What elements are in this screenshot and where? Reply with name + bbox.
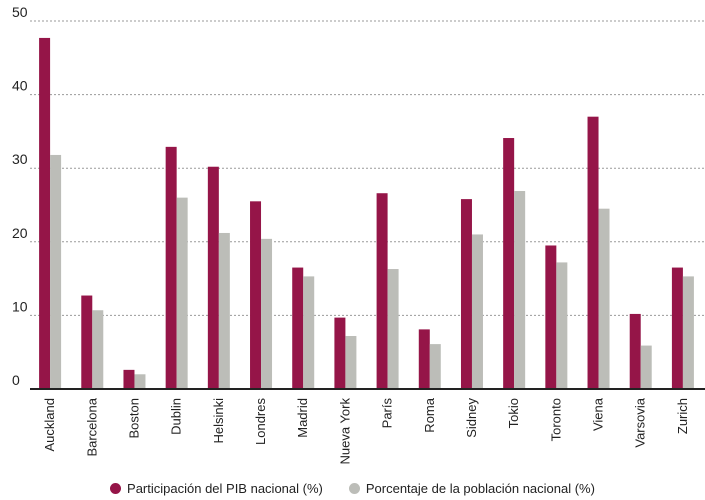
legend-label-gdp: Participación del PIB nacional (%)	[127, 481, 323, 496]
x-tick-label: Boston	[126, 398, 141, 438]
x-tick-label: Madrid	[295, 398, 310, 438]
x-tick-label: Sidney	[464, 398, 479, 438]
bar	[460, 199, 472, 389]
bar	[429, 344, 441, 389]
x-tick-label: Zurich	[675, 398, 690, 434]
bar	[50, 154, 62, 389]
bar	[629, 313, 641, 389]
x-tick-label: Roma	[422, 397, 437, 432]
x-tick-label: Tokio	[506, 398, 521, 428]
x-tick-label: Dublin	[169, 398, 184, 435]
x-tick-label: París	[380, 398, 395, 429]
bar	[418, 329, 430, 389]
legend-item-gdp: Participación del PIB nacional (%)	[110, 481, 323, 496]
bar	[334, 317, 346, 389]
bar	[134, 374, 146, 389]
bar	[545, 245, 557, 389]
y-tick-label: 50	[12, 4, 28, 20]
bar	[376, 193, 388, 389]
legend-swatch-population	[348, 483, 360, 494]
x-tick-label: Londres	[253, 398, 268, 445]
bar	[176, 197, 188, 389]
bar	[303, 276, 315, 389]
bar	[682, 276, 694, 389]
legend-item-population: Porcentaje de la población nacional (%)	[348, 481, 595, 496]
x-tick-label: Auckland	[42, 398, 57, 451]
y-tick-label: 10	[12, 298, 28, 314]
bar	[671, 267, 683, 389]
bar	[598, 208, 610, 389]
y-tick-label: 30	[12, 151, 28, 167]
x-tick-label: Barcelona	[84, 397, 99, 456]
x-tick-label: Viena	[591, 397, 606, 431]
bar	[387, 269, 399, 389]
x-tick-label: Helsinki	[211, 398, 226, 444]
bar	[345, 336, 357, 389]
bar	[39, 37, 51, 389]
bar	[218, 232, 230, 389]
bar	[165, 146, 177, 389]
bar	[92, 310, 104, 389]
bar-chart: 0 10 20 30 40 50 Auckland Barcelona Boston Dublin…	[12, 4, 705, 465]
x-tick-label: Toronto	[548, 398, 563, 441]
y-tick-label: 40	[12, 78, 28, 94]
bar	[640, 345, 652, 389]
x-tick-label: Varsovia	[633, 397, 648, 447]
bar	[250, 201, 262, 389]
y-tick-label: 0	[12, 372, 20, 388]
bar	[471, 234, 483, 389]
y-tick-label: 20	[12, 225, 28, 241]
bar	[261, 238, 273, 389]
bar	[587, 116, 599, 390]
bar	[514, 191, 526, 389]
legend-swatch-gdp	[110, 483, 122, 494]
x-tick-label: Nueva York	[337, 398, 352, 465]
bar	[207, 166, 219, 389]
bar	[556, 262, 568, 389]
bar	[81, 295, 93, 389]
bar	[503, 138, 515, 389]
bar	[123, 369, 135, 389]
legend-label-population: Porcentaje de la población nacional (%)	[365, 481, 595, 496]
legend: Participación del PIB nacional (%) Porce…	[0, 481, 705, 496]
bar	[292, 267, 304, 389]
